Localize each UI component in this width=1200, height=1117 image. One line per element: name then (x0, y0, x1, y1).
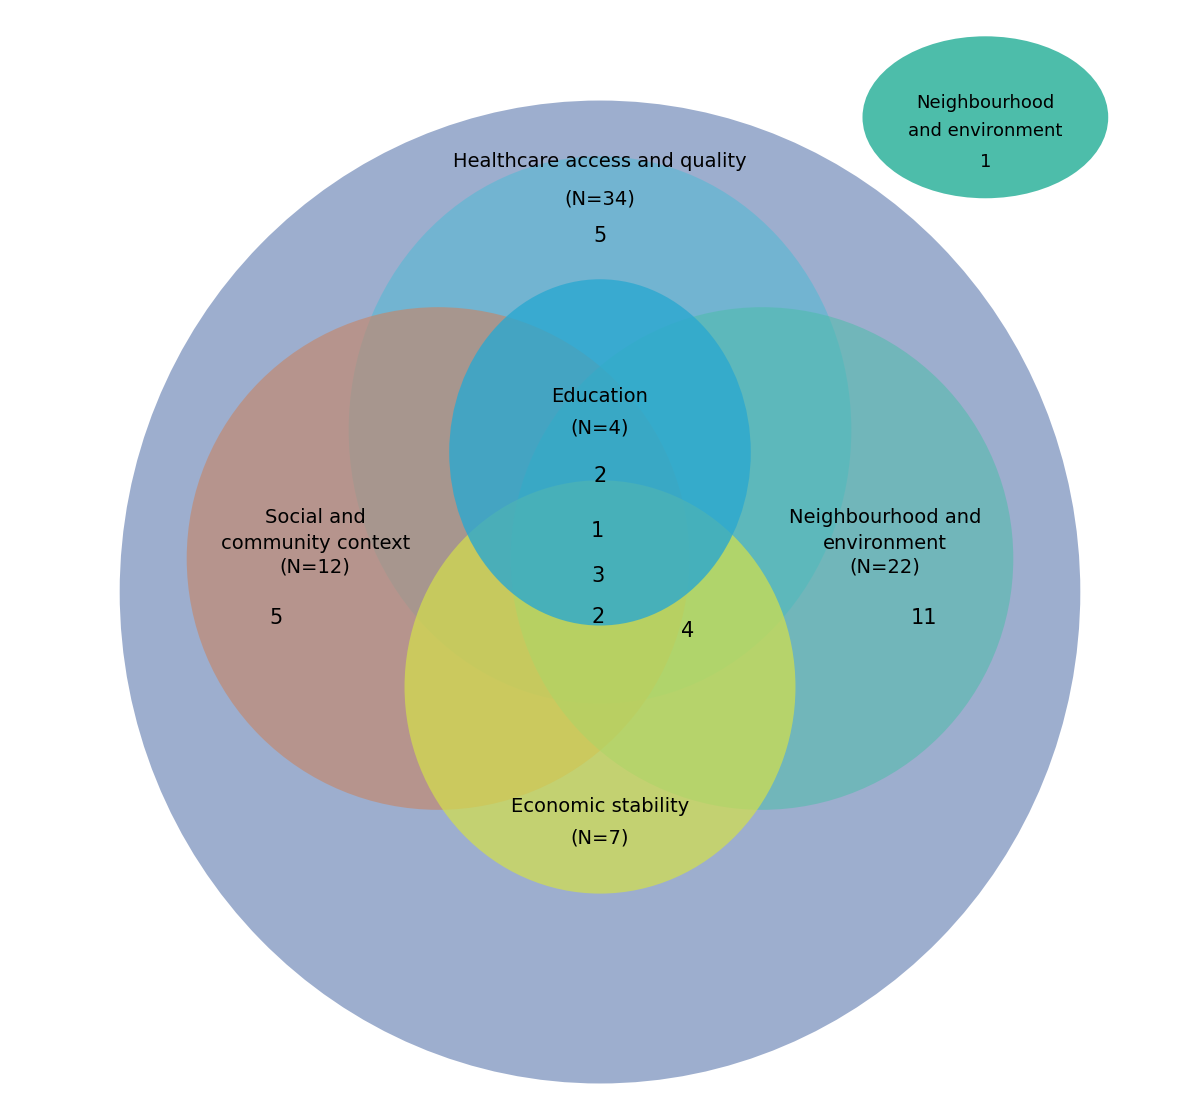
Text: 2: 2 (593, 466, 607, 486)
Ellipse shape (863, 36, 1109, 199)
Text: (N=34): (N=34) (564, 189, 636, 209)
Text: Economic stability: Economic stability (511, 796, 689, 817)
Text: 5: 5 (593, 226, 607, 246)
Ellipse shape (120, 101, 1080, 1083)
Text: Education: Education (552, 386, 648, 407)
Text: 4: 4 (680, 621, 694, 641)
Text: Neighbourhood and
environment: Neighbourhood and environment (788, 508, 982, 553)
Text: Neighbourhood: Neighbourhood (917, 94, 1055, 112)
Text: (N=22): (N=22) (850, 557, 920, 577)
Text: 2: 2 (592, 607, 605, 627)
Text: 11: 11 (911, 608, 937, 628)
Text: 1: 1 (592, 521, 605, 541)
Ellipse shape (349, 156, 851, 704)
Text: Healthcare access and quality: Healthcare access and quality (454, 152, 746, 172)
Text: 1: 1 (979, 153, 991, 171)
Text: (N=4): (N=4) (571, 418, 629, 438)
Text: and environment: and environment (908, 122, 1062, 140)
Text: (N=7): (N=7) (571, 828, 629, 848)
Text: 5: 5 (270, 608, 283, 628)
Ellipse shape (404, 480, 796, 894)
Text: 3: 3 (592, 566, 605, 586)
Text: Social and
community context: Social and community context (221, 508, 409, 553)
Ellipse shape (187, 307, 689, 810)
Ellipse shape (449, 279, 751, 626)
Ellipse shape (511, 307, 1013, 810)
Text: (N=12): (N=12) (280, 557, 350, 577)
